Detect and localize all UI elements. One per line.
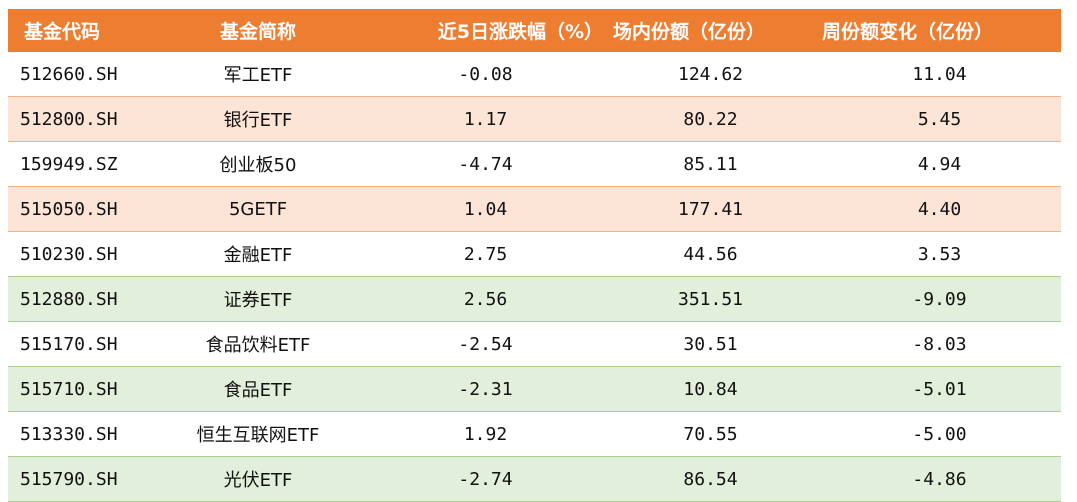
weekly-share-change: 3.53 bbox=[917, 243, 962, 265]
exchange-shares: 44.56 bbox=[683, 243, 738, 265]
table-header: 基金代码 基金简称 近5日涨跌幅（%） 场内份额（亿份） 周份额变化（亿份） bbox=[8, 9, 1061, 52]
exchange-shares: 85.11 bbox=[683, 153, 738, 175]
exchange-shares: 177.41 bbox=[677, 198, 744, 220]
fund-name: 银行ETF bbox=[223, 110, 293, 131]
change-pct: 2.75 bbox=[463, 243, 508, 265]
fund-name: 创业板50 bbox=[219, 155, 297, 176]
change-pct: 1.17 bbox=[463, 108, 508, 130]
change-pct: -0.08 bbox=[458, 63, 513, 85]
table-row: 515790.SH 光伏ETF -2.74 86.54 -4.86 bbox=[8, 457, 1061, 502]
weekly-share-change: 5.45 bbox=[917, 108, 962, 130]
fund-code: 512660.SH bbox=[20, 63, 118, 85]
table-row: 512660.SH 军工ETF -0.08 124.62 11.04 bbox=[8, 52, 1061, 97]
change-pct: -2.74 bbox=[458, 468, 513, 490]
change-pct: -2.31 bbox=[458, 378, 513, 400]
fund-code: 515790.SH bbox=[20, 468, 118, 490]
exchange-shares: 351.51 bbox=[677, 288, 744, 310]
change-pct: 1.04 bbox=[463, 198, 508, 220]
exchange-shares: 30.51 bbox=[683, 333, 738, 355]
change-pct: -4.74 bbox=[458, 153, 513, 175]
fund-name: 食品饮料ETF bbox=[205, 335, 311, 356]
header-change: 近5日涨跌幅（%） bbox=[437, 21, 603, 43]
weekly-share-change: 11.04 bbox=[912, 63, 967, 85]
header-weekly: 周份额变化（亿份） bbox=[822, 21, 994, 43]
exchange-shares: 86.54 bbox=[683, 468, 738, 490]
fund-name: 军工ETF bbox=[223, 65, 293, 86]
header-code: 基金代码 bbox=[24, 21, 101, 43]
exchange-shares: 10.84 bbox=[683, 378, 738, 400]
exchange-shares: 80.22 bbox=[683, 108, 738, 130]
fund-code: 512800.SH bbox=[20, 108, 118, 130]
fund-name: 金融ETF bbox=[223, 245, 293, 266]
table-row: 515050.SH 5GETF 1.04 177.41 4.40 bbox=[8, 187, 1061, 232]
weekly-share-change: 4.94 bbox=[917, 153, 962, 175]
fund-code: 512880.SH bbox=[20, 288, 118, 310]
change-pct: 2.56 bbox=[463, 288, 508, 310]
table-row: 159949.SZ 创业板50 -4.74 85.11 4.94 bbox=[8, 142, 1061, 187]
fund-code: 515710.SH bbox=[20, 378, 118, 400]
fund-code: 159949.SZ bbox=[20, 153, 118, 175]
fund-name: 食品ETF bbox=[223, 380, 293, 401]
fund-code: 515050.SH bbox=[20, 198, 118, 220]
fund-name: 5GETF bbox=[228, 198, 288, 220]
fund-name: 恒生互联网ETF bbox=[196, 425, 320, 446]
weekly-share-change: -5.00 bbox=[912, 423, 967, 445]
weekly-share-change: 4.40 bbox=[917, 198, 962, 220]
fund-code: 515170.SH bbox=[20, 333, 118, 355]
table-row: 510230.SH 金融ETF 2.75 44.56 3.53 bbox=[8, 232, 1061, 277]
fund-name: 光伏ETF bbox=[223, 470, 293, 491]
weekly-share-change: -4.86 bbox=[912, 468, 967, 490]
table-row: 515710.SH 食品ETF -2.31 10.84 -5.01 bbox=[8, 367, 1061, 412]
weekly-share-change: -9.09 bbox=[912, 288, 967, 310]
table-row: 512800.SH 银行ETF 1.17 80.22 5.45 bbox=[8, 97, 1061, 142]
exchange-shares: 70.55 bbox=[683, 423, 738, 445]
header-shares: 场内份额（亿份） bbox=[613, 21, 766, 43]
exchange-shares: 124.62 bbox=[677, 63, 744, 85]
fund-name: 证券ETF bbox=[223, 290, 293, 311]
header-name: 基金简称 bbox=[219, 21, 296, 43]
table-row: 515170.SH 食品饮料ETF -2.54 30.51 -8.03 bbox=[8, 322, 1061, 367]
weekly-share-change: -8.03 bbox=[912, 333, 967, 355]
fund-table: 基金代码 基金简称 近5日涨跌幅（%） 场内份额（亿份） 周份额变化（亿份） 5… bbox=[8, 9, 1061, 502]
weekly-share-change: -5.01 bbox=[912, 378, 967, 400]
change-pct: -2.54 bbox=[458, 333, 513, 355]
table-row: 513330.SH 恒生互联网ETF 1.92 70.55 -5.00 bbox=[8, 412, 1061, 457]
fund-code: 510230.SH bbox=[20, 243, 118, 265]
table-body: 512660.SH 军工ETF -0.08 124.62 11.04 512800.SH 银… bbox=[8, 52, 1061, 502]
table-row: 512880.SH 证券ETF 2.56 351.51 -9.09 bbox=[8, 277, 1061, 322]
change-pct: 1.92 bbox=[463, 423, 508, 445]
fund-code: 513330.SH bbox=[20, 423, 118, 445]
